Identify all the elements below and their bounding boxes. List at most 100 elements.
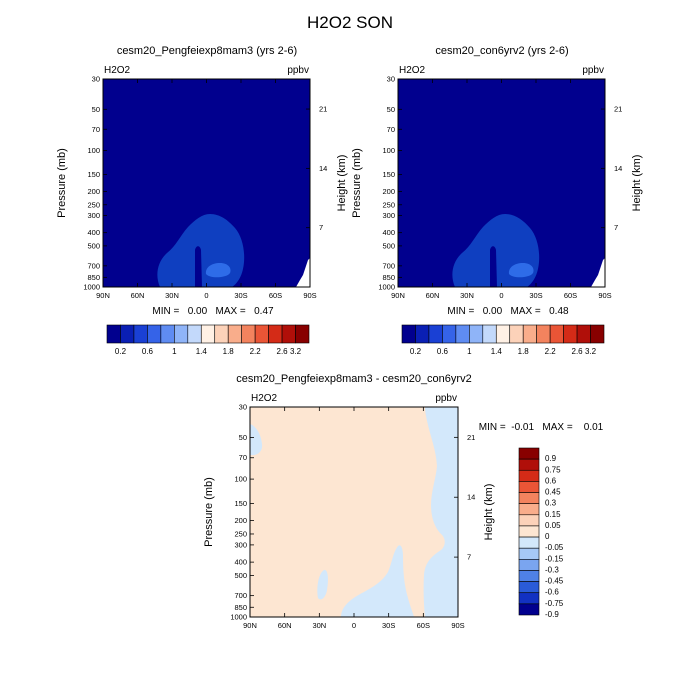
colorbar-label: 3.2: [585, 347, 597, 356]
panel-control: cesm20_con6yrv2 (yrs 2-6) H2O2 ppbv Pres…: [351, 45, 643, 356]
colorbar-label: 2.2: [250, 347, 262, 356]
colorbar-label: 0.2: [115, 347, 127, 356]
colorbar-label: 1.4: [491, 347, 503, 356]
colorbar-label: 3.2: [290, 347, 302, 356]
colorbar: 0.2 0.6 1 1.4 1.8 2.2 2.6 3.2: [401, 324, 605, 356]
field-plume-core: [508, 263, 534, 278]
colorbar-box: [227, 324, 242, 344]
colorbar-box: [536, 324, 551, 344]
colorbar-label: 0.15: [545, 510, 561, 519]
y-tick-label: 400: [87, 228, 100, 237]
y-tick-label: 300: [382, 211, 395, 220]
field-plume-core: [205, 263, 231, 278]
colorbar-box: [518, 559, 540, 571]
y-tick-label: 250: [234, 529, 247, 538]
colorbar-label: 1.8: [518, 347, 530, 356]
y-tick-label: 70: [92, 125, 100, 134]
colorbar-label: 1: [467, 347, 472, 356]
y-tick-label: 50: [239, 433, 247, 442]
x-tick-label: 60N: [426, 291, 440, 300]
y2-tick-label: 14: [467, 493, 475, 502]
y-tick-label: 700: [234, 591, 247, 600]
colorbar-box: [442, 324, 457, 344]
colorbar-box: [518, 592, 540, 605]
x-tick-label: 30N: [460, 291, 474, 300]
negative-region-top-left: [250, 424, 263, 456]
colorbar-box: [518, 458, 540, 471]
y-tick-label: 50: [387, 105, 395, 114]
negative-region-small-bottom: [317, 569, 328, 600]
panel-title: cesm20_con6yrv2 (yrs 2-6): [435, 45, 568, 57]
y-tick-label: 300: [87, 211, 100, 220]
colorbar-box: [518, 469, 540, 482]
x-tick-label: 60N: [278, 621, 292, 630]
colorbar-label: -0.6: [545, 588, 559, 597]
y-tick-label: 400: [234, 558, 247, 567]
x-tick-label: 90N: [96, 291, 110, 300]
colorbar-label: 0: [545, 532, 550, 541]
x-tick-label: 60S: [269, 291, 282, 300]
colorbar-box: [518, 514, 540, 527]
colorbar-box: [455, 324, 470, 344]
y-tick-label: 1000: [378, 283, 395, 292]
y-tick-label: 50: [92, 105, 100, 114]
axis-ticks: 3050701001502002503004005007008501000211…: [378, 75, 622, 301]
colorbar-box: [518, 570, 540, 582]
x-tick-label: 30N: [165, 291, 179, 300]
y2-tick-label: 7: [319, 223, 323, 232]
x-tick-label: 0: [352, 621, 356, 630]
colorbar-label: 2.6: [572, 347, 584, 356]
axis-ticks: 3050701001502002503004005007008501000211…: [230, 403, 475, 631]
panel-title: cesm20_Pengfeiexp8mam3 (yrs 2-6): [117, 45, 297, 57]
y-tick-label: 30: [92, 75, 100, 84]
colorbar-label: -0.05: [545, 543, 564, 552]
colorbar-box: [563, 324, 578, 344]
y2-axis-title: Height (km): [631, 155, 643, 212]
colorbar-box: [147, 324, 162, 344]
y-tick-label: 1000: [83, 283, 100, 292]
colorbar-label: 1.4: [196, 347, 208, 356]
y-tick-label: 100: [87, 146, 100, 155]
panel-title: cesm20_Pengfeiexp8mam3 - cesm20_con6yrv2: [236, 373, 471, 385]
colorbar-label: -0.75: [545, 599, 564, 608]
colorbar-label: 0.6: [545, 476, 557, 485]
y-axis-title: Pressure (mb): [56, 148, 68, 218]
y-tick-label: 250: [382, 200, 395, 209]
colorbar-box: [518, 447, 540, 460]
field-background: [250, 407, 458, 617]
y2-tick-label: 14: [614, 164, 622, 173]
colorbar-label: -0.15: [545, 554, 564, 563]
colorbar-label: 0.9: [545, 454, 557, 463]
panel-difference: cesm20_Pengfeiexp8mam3 - cesm20_con6yrv2…: [203, 373, 604, 630]
y-tick-label: 400: [382, 228, 395, 237]
colorbar-label: 0.3: [545, 499, 557, 508]
x-tick-label: 90S: [598, 291, 611, 300]
colorbar-box: [187, 324, 202, 344]
negative-region-bottom-middle: [341, 545, 414, 617]
y-tick-label: 200: [87, 187, 100, 196]
field-column: [490, 246, 497, 287]
colorbar-box: [482, 324, 497, 344]
y-tick-label: 1000: [230, 613, 247, 622]
colorbar-label: -0.45: [545, 577, 564, 586]
colorbar-box: [518, 603, 540, 616]
stats-label: MIN = 0.00 MAX = 0.47: [152, 306, 274, 317]
y2-tick-label: 7: [614, 223, 618, 232]
colorbar-box: [401, 324, 416, 344]
colorbar-box: [522, 324, 537, 344]
y-tick-label: 100: [382, 146, 395, 155]
colorbar-box: [428, 324, 443, 344]
x-tick-label: 30S: [529, 291, 542, 300]
field-missing: [296, 258, 310, 287]
colorbar-label: 2.6: [277, 347, 289, 356]
colorbar-box: [254, 324, 269, 344]
units-label: ppbv: [287, 65, 309, 76]
colorbar-box: [415, 324, 430, 344]
field-missing: [591, 258, 605, 287]
variable-label: H2O2: [251, 393, 278, 404]
colorbar-box: [590, 324, 605, 344]
y2-axis-title: Height (km): [336, 155, 348, 212]
x-tick-label: 60N: [131, 291, 145, 300]
units-label: ppbv: [582, 65, 604, 76]
y-tick-label: 150: [234, 499, 247, 508]
